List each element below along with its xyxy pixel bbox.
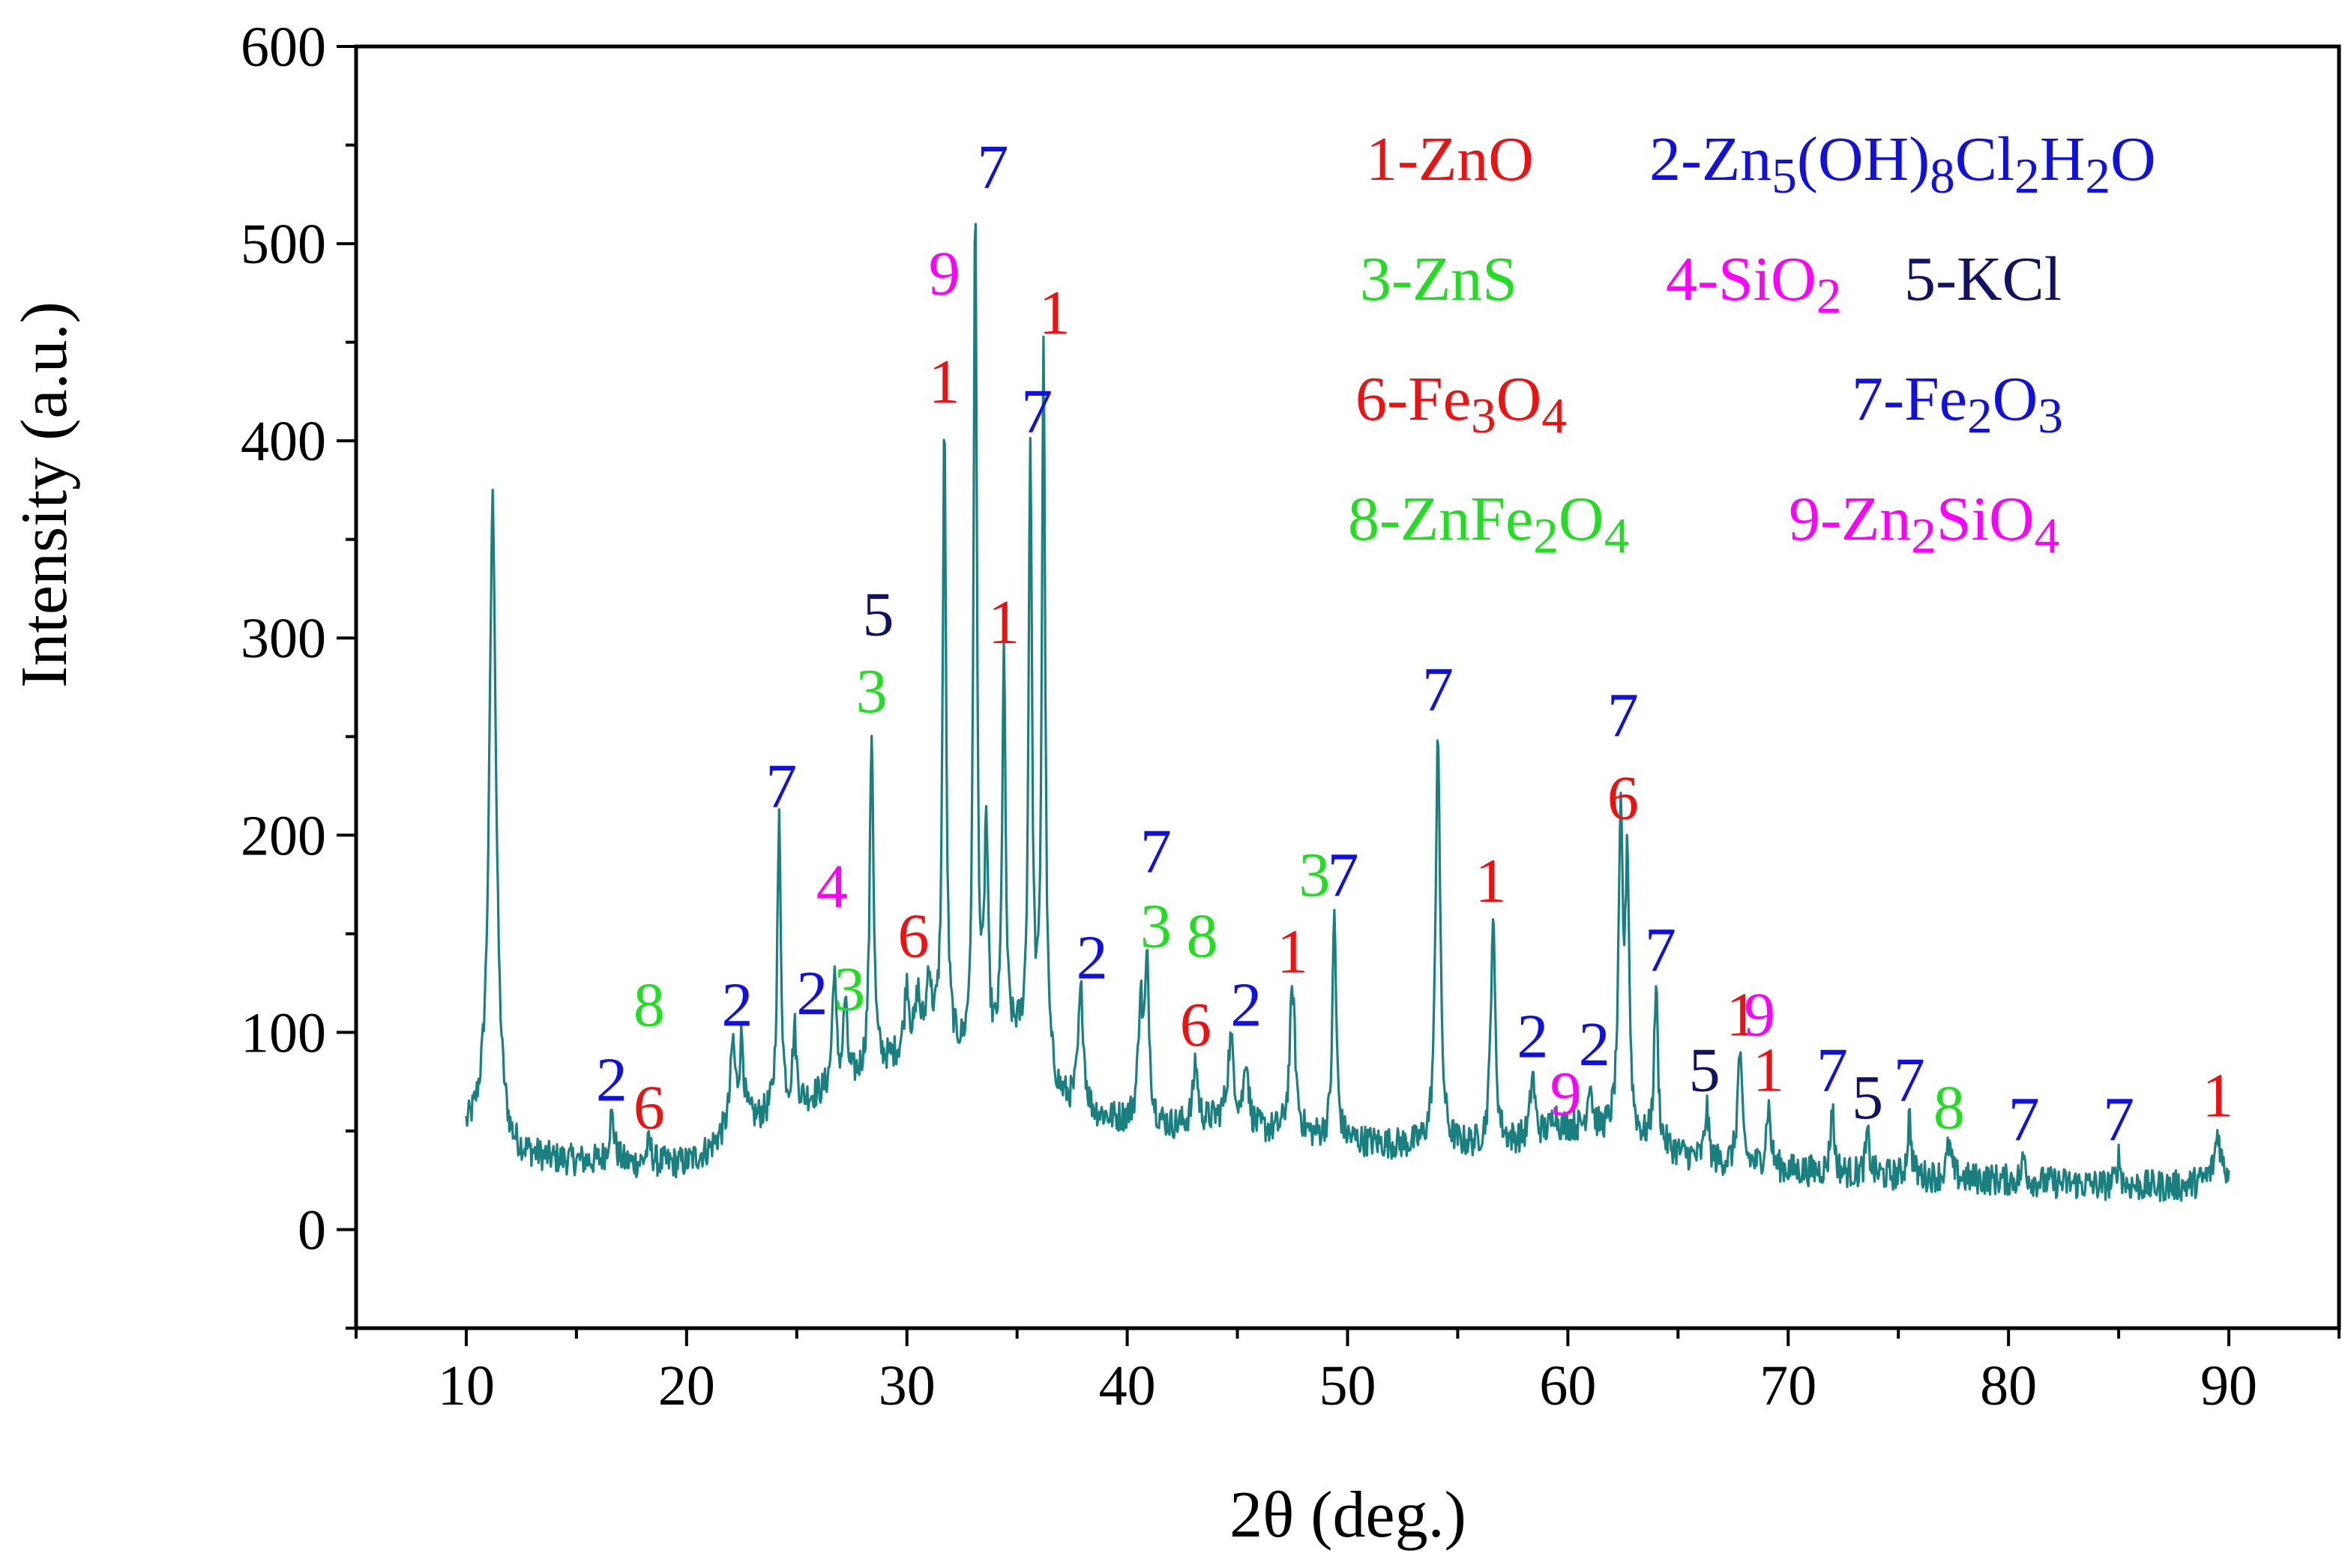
peak-label: 7 — [1645, 915, 1676, 985]
peak-label: 2 — [1230, 971, 1262, 1040]
peak-label: 7 — [1328, 840, 1359, 910]
y-tick-label: 200 — [241, 804, 326, 867]
peak-label: 8 — [1933, 1073, 1965, 1142]
peak-label: 7 — [2008, 1085, 2040, 1154]
y-tick-label: 0 — [298, 1198, 326, 1261]
peak-label: 2 — [796, 959, 828, 1028]
peak-label: 6 — [898, 901, 930, 971]
y-tick-label: 600 — [241, 16, 326, 79]
legend-item: 1-ZnO — [1366, 124, 1534, 194]
y-tick-label: 400 — [241, 410, 326, 473]
x-tick-label: 90 — [2200, 1354, 2257, 1417]
axes: 10 20 30 40 50 60 70 80 90 0 100 200 300 400 500 600 — [241, 16, 2341, 1417]
peak-label: 7 — [2103, 1085, 2134, 1154]
peak-label: 1 — [988, 588, 1020, 657]
x-tick-label: 50 — [1319, 1354, 1376, 1417]
peak-label: 6 — [1180, 990, 1211, 1060]
peak-label: 1 — [2202, 1061, 2233, 1131]
peak-label: 7 — [1607, 681, 1639, 750]
peak-label: 3 — [856, 657, 888, 726]
peak-label: 1 — [1277, 917, 1308, 987]
peak-label: 5 — [1852, 1063, 1883, 1133]
peak-label: 8 — [1187, 901, 1218, 971]
x-axis-title: 2θ (deg.) — [1229, 1479, 1466, 1552]
peak-label: 6 — [1607, 763, 1639, 833]
peak-label: 1 — [1727, 980, 1758, 1050]
peak-label: 6 — [633, 1073, 665, 1142]
peak-label: 7 — [1140, 816, 1172, 886]
peak-label: 7 — [977, 132, 1008, 202]
legend-item: 5-KCl — [1904, 244, 2062, 314]
peak-label: 7 — [1894, 1046, 1925, 1115]
peak-label: 2 — [1579, 1010, 1610, 1079]
peak-label: 3 — [834, 954, 865, 1024]
peak-label: 1 — [1475, 846, 1507, 916]
x-tick-label: 40 — [1099, 1354, 1156, 1417]
peak-label: 3 — [1298, 840, 1330, 910]
peak-label: 2 — [721, 971, 753, 1040]
y-axis-title: Intensity (a.u.) — [8, 301, 81, 688]
legend-item: 3-ZnS — [1360, 244, 1517, 314]
series-xrd-line — [465, 223, 2230, 1202]
legend-item: 8-ZnFe2O4 — [1348, 484, 1629, 564]
peak-label: 1 — [929, 347, 960, 417]
x-tick-label: 60 — [1539, 1354, 1596, 1417]
peak-label: 2 — [1517, 1002, 1548, 1072]
peak-label: 1 — [1039, 278, 1071, 348]
x-tick-label: 20 — [658, 1354, 715, 1417]
peak-label: 5 — [863, 580, 894, 650]
peak-label: 7 — [765, 752, 797, 821]
plot-area — [465, 223, 2230, 1202]
x-tick-label: 70 — [1759, 1354, 1816, 1417]
legend-item: 4-SiO2 — [1666, 244, 1841, 324]
legend-item: 2-Zn5(OH)8Cl2H2O — [1649, 124, 2156, 204]
peak-label: 8 — [633, 971, 665, 1040]
peak-label: 9 — [1744, 980, 1775, 1050]
y-tick-label: 100 — [241, 1001, 326, 1064]
peak-label: 2 — [596, 1046, 627, 1115]
peak-label: 9 — [929, 239, 960, 309]
x-tick-label: 10 — [438, 1354, 495, 1417]
peak-label: 5 — [1689, 1035, 1721, 1105]
legend: 1-ZnO 2-Zn5(OH)8Cl2H2O 3-ZnS 4-SiO2 5-KCl 6-F… — [1348, 124, 2156, 564]
peak-label: 1 — [1753, 1035, 1784, 1105]
x-tick-label: 80 — [1980, 1354, 2037, 1417]
x-tick-label: 30 — [879, 1354, 936, 1417]
peak-label: 9 — [1550, 1059, 1581, 1129]
y-tick-label: 300 — [241, 607, 326, 670]
peak-label: 7 — [1422, 655, 1454, 725]
peak-label: 4 — [816, 852, 848, 922]
legend-item: 7-Fe2O3 — [1852, 364, 2063, 444]
peak-label: 7 — [1816, 1035, 1848, 1105]
peak-label: 2 — [1077, 923, 1108, 992]
peak-label: 3 — [1140, 891, 1172, 961]
y-tick-label: 500 — [241, 213, 326, 276]
legend-item: 9-Zn2SiO4 — [1789, 484, 2059, 564]
peak-label: 7 — [1021, 377, 1053, 447]
legend-item: 6-Fe3O4 — [1355, 364, 1567, 444]
